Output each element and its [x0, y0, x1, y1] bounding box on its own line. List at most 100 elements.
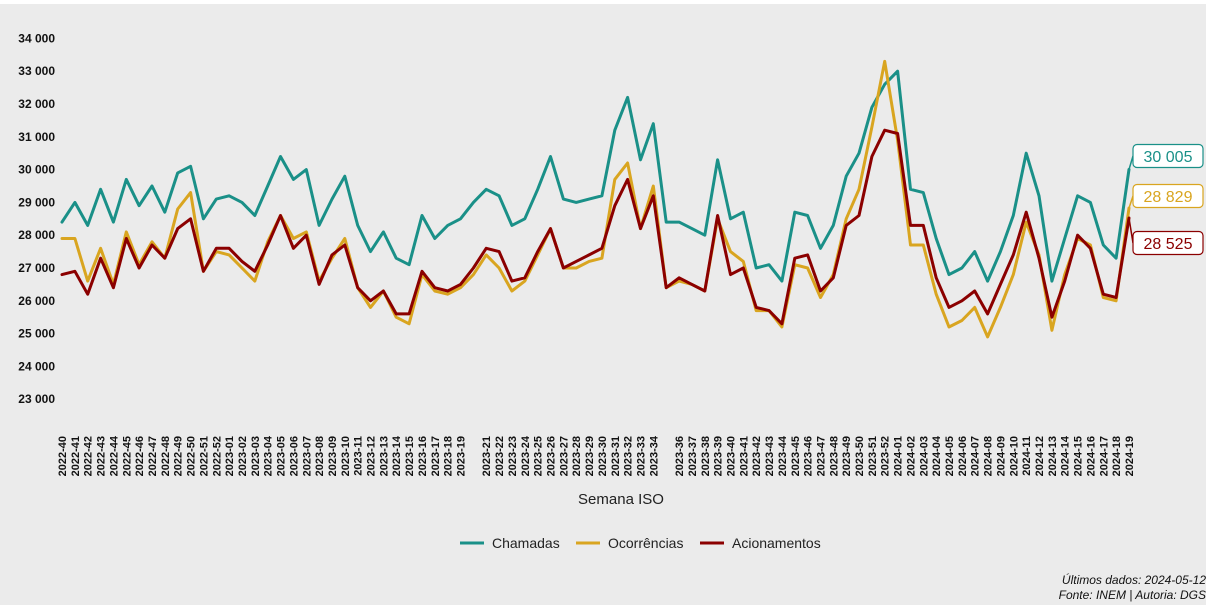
x-tick-label: 2023-51 [867, 436, 879, 476]
x-tick-label: 2023-02 [237, 436, 249, 476]
x-tick-label: 2024-15 [1073, 436, 1085, 476]
x-tick-label: 2024-07 [970, 436, 982, 476]
x-tick-label: 2023-10 [340, 436, 352, 476]
x-tick-label: 2023-17 [430, 436, 442, 476]
x-tick-label: 2023-14 [391, 435, 403, 476]
legend-label: Acionamentos [732, 535, 821, 551]
x-tick-label: 2024-03 [918, 436, 930, 476]
x-tick-label: 2023-11 [353, 436, 365, 476]
end-label-connector [1128, 217, 1134, 244]
x-tick-label: 2023-49 [841, 436, 853, 476]
x-tick-label: 2023-47 [815, 436, 827, 476]
legend-item-chamadas: Chamadas [460, 535, 560, 551]
x-tick-label: 2023-25 [533, 436, 545, 476]
x-tick-label: 2024-11 [1021, 436, 1033, 476]
x-tick-label: 2023-31 [610, 436, 622, 476]
x-tick-label: 2023-01 [224, 436, 236, 476]
x-tick-label: 2023-15 [404, 436, 416, 476]
end-label-value: 30 005 [1144, 149, 1193, 166]
x-tick-label: 2023-33 [635, 436, 647, 476]
x-tick-label: 2022-48 [160, 436, 172, 476]
legend: Chamadas Ocorrências Acionamentos [460, 535, 821, 551]
end-label-value: 28 829 [1144, 189, 1193, 206]
end-label-box [1132, 183, 1204, 209]
x-tick-label: 2024-05 [944, 436, 956, 476]
caption-last-data: Últimos dados: 2024-05-12 [1062, 572, 1206, 587]
x-tick-label: 2023-46 [803, 436, 815, 476]
x-tick-label: 2024-01 [893, 436, 905, 476]
caption-source: Fonte: INEM | Autoria: DGS [1059, 588, 1206, 602]
x-tick-label: 2023-21 [481, 436, 493, 476]
x-tick-label: 2023-30 [597, 436, 609, 476]
x-tick-label: 2023-26 [546, 436, 558, 476]
x-tick-label: 2022-47 [147, 436, 159, 476]
x-tick-label: 2023-09 [327, 436, 339, 476]
x-tick-label: 2023-05 [276, 436, 288, 476]
end-label-box [1132, 230, 1204, 256]
legend-label: Ocorrências [608, 535, 683, 551]
x-tick-label: 2023-29 [584, 436, 596, 476]
x-tick-label: 2023-39 [713, 436, 725, 476]
x-tick-label: 2022-50 [186, 436, 198, 476]
x-tick-label: 2023-38 [700, 436, 712, 476]
x-tick-label: 2023-37 [687, 436, 699, 476]
x-tick-label: 2022-51 [198, 436, 210, 476]
x-tick-label: 2024-14 [1060, 435, 1072, 476]
end-labels: 30 005 28 829 28 525 [1128, 143, 1204, 256]
x-tick-label: 2022-41 [70, 436, 82, 476]
end-label-acionamentos: 28 525 [1128, 217, 1204, 256]
x-tick-label: 2023-48 [828, 436, 840, 476]
x-tick-label: 2022-43 [96, 436, 108, 476]
x-axis-title: Semana ISO [578, 491, 664, 508]
y-tick-label: 32 000 [18, 97, 55, 111]
x-tick-label: 2023-50 [854, 436, 866, 476]
legend-item-ocorrências: Ocorrências [576, 535, 683, 551]
y-tick-label: 34 000 [18, 31, 55, 45]
y-tick-label: 26 000 [18, 294, 55, 308]
series-line-chamadas [60, 69, 1131, 283]
x-tick-label: 2023-43 [764, 436, 776, 476]
x-tick-label: 2023-22 [494, 436, 506, 476]
y-tick-label: 25 000 [18, 327, 55, 341]
x-tick-label: 2024-04 [931, 435, 943, 476]
x-tick-label: 2023-19 [456, 436, 468, 476]
x-tick-label: 2023-34 [648, 435, 660, 476]
x-tick-label: 2023-32 [623, 436, 635, 476]
chart-background [0, 4, 1206, 605]
end-label-connector [1128, 195, 1134, 209]
x-tick-label: 2023-41 [738, 436, 750, 476]
x-tick-label: 2023-08 [314, 436, 326, 476]
x-tick-label: 2024-10 [1008, 436, 1020, 476]
x-tick-label: 2023-36 [674, 436, 686, 476]
y-tick-label: 23 000 [18, 392, 55, 406]
series-line-ocorrências [60, 59, 1131, 339]
x-tick-label: 2022-40 [57, 436, 69, 476]
x-tick-label: 2024-18 [1111, 436, 1123, 476]
end-label-value: 28 525 [1144, 236, 1193, 253]
legend-item-acionamentos: Acionamentos [700, 535, 821, 551]
y-tick-label: 30 000 [18, 163, 55, 177]
end-label-connector [1128, 155, 1134, 170]
end-label-box [1132, 143, 1204, 169]
y-axis: 23 000 24 000 25 000 26 000 27 000 28 000 29 0… [18, 31, 55, 406]
x-tick-label: 2024-08 [983, 436, 995, 476]
x-tick-label: 2023-06 [288, 436, 300, 476]
x-tick-label: 2022-46 [134, 436, 146, 476]
end-label-ocorrências: 28 829 [1128, 183, 1204, 209]
series-line-acionamentos [60, 128, 1131, 326]
x-tick-label: 2023-13 [378, 436, 390, 476]
x-tick-label: 2022-45 [121, 436, 133, 476]
x-tick-label: 2024-02 [905, 436, 917, 476]
x-tick-label: 2024-19 [1124, 436, 1136, 476]
y-tick-label: 33 000 [18, 64, 55, 78]
y-tick-label: 29 000 [18, 195, 55, 209]
x-tick-label: 2024-13 [1047, 436, 1059, 476]
y-tick-label: 28 000 [18, 228, 55, 242]
x-tick-label: 2023-52 [880, 436, 892, 476]
x-tick-label: 2024-09 [995, 436, 1007, 476]
x-tick-label: 2023-03 [250, 436, 262, 476]
x-tick-label: 2022-52 [211, 436, 223, 476]
x-tick-label: 2023-24 [520, 435, 532, 476]
